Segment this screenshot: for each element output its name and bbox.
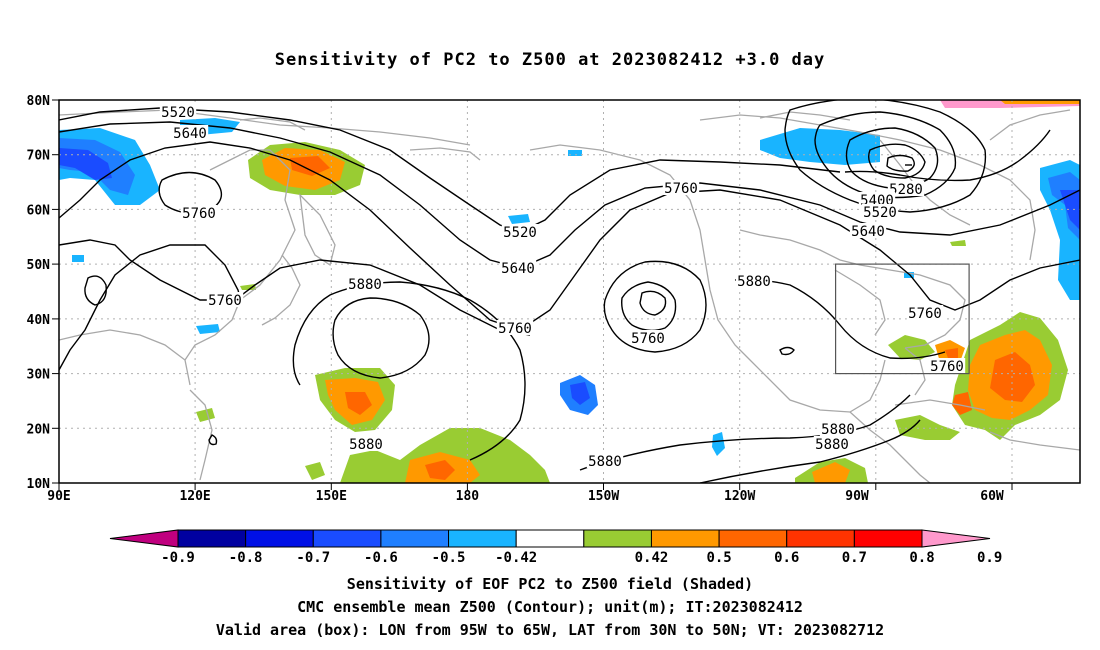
contour-label: 5760 [208,293,242,309]
contour-label: 5640 [501,261,535,277]
lon-tick: 120W [724,489,755,504]
contour-label: 5760 [930,359,964,375]
contour-label-bg [849,223,887,238]
contour-label: 5640 [173,126,207,142]
colorbar-label: -0.5 [432,550,466,566]
contour-label-bg [171,125,209,140]
lon-tick: 90W [845,489,869,504]
contour-label-bg [906,305,944,320]
colorbar-label: -0.8 [229,550,263,566]
lat-tick: 40N [27,313,51,328]
caption-line-1: Sensitivity of EOF PC2 to Z500 field (Sh… [346,575,754,593]
contour-label: 5880 [348,277,382,293]
contour-label: 5880 [588,454,622,470]
colorbar-swatch [515,529,585,548]
colorbar-swatch [312,529,382,548]
contour-label: 5880 [737,274,771,290]
contour-label-bg [819,421,857,436]
contour-label-bg [159,104,197,119]
lat-tick: 30N [27,368,51,383]
lon-tick: 180 [456,489,480,504]
colorbar-swatch [853,529,923,548]
contour-label: 5520 [161,105,195,121]
lat-tick: 80N [27,94,51,109]
contour-label-layer: 5520 5640 5760 5760 5520 5640 5760 5880 5760 5760… [159,104,966,470]
latitude-axis: 80N 70N 60N 50N 40N 30N 20N 10N [27,94,51,492]
contour-label-bg [499,260,537,275]
contour-label: 5760 [908,306,942,322]
contour-label: 5760 [498,321,532,337]
colorbar-label: 0.9 [977,550,1002,566]
lon-tick: 150W [588,489,619,504]
contour-label-bg [887,181,925,196]
colorbar-label: 0.6 [774,550,799,566]
contour-label-bg [347,436,385,451]
colorbar-label: -0.42 [495,550,537,566]
contour-label-bg [861,204,899,219]
contour-label-bg [501,224,539,239]
colorbar-swatch [650,529,720,548]
contour-label: 5520 [863,205,897,221]
colorbar: -0.9 -0.8 -0.7 -0.6 -0.5 -0.42 0.42 0.5 0.6 0.7 0.… [109,529,1002,566]
colorbar-swatch [245,529,314,548]
lat-tick: 50N [27,258,51,273]
colorbar-label: 0.42 [635,550,669,566]
contour-label-bg [629,330,667,345]
contour-label: 5880 [821,422,855,438]
lat-tick: 60N [27,203,51,218]
colorbar-label: -0.9 [161,550,195,566]
contour-label-bg [346,276,384,291]
contour-label-bg [928,358,966,373]
map-frame [58,99,1081,484]
contour-label: 5760 [664,181,698,197]
contour-label: 5640 [851,224,885,240]
colorbar-label: -0.6 [364,550,398,566]
contour-label-bg [813,436,851,451]
graticule [59,100,1080,483]
lon-tick: 120E [179,489,210,504]
contour-label: 5760 [182,206,216,222]
lat-tick: 10N [27,477,51,492]
contour-label: 5880 [815,437,849,453]
longitude-axis: 90E 120E 150E 180 150W 120W 90W 60W [47,489,1004,504]
contour-label-bg [662,180,700,195]
lat-tick: 20N [27,422,51,437]
colorbar-swatch [786,529,855,548]
colorbar-swatch [177,529,247,548]
contour-label-bg [206,292,244,307]
contour-label-bg [858,192,896,207]
colorbar-label: 0.7 [842,550,867,566]
lat-tick: 70N [27,149,51,164]
colorbar-label: -0.7 [296,550,330,566]
lon-tick: 60W [980,489,1004,504]
colorbar-label: 0.8 [909,550,934,566]
colorbar-swatch [583,529,652,548]
contour-label: 5280 [889,182,923,198]
lon-tick: 150E [316,489,347,504]
colorbar-swatch [718,529,788,548]
colorbar-swatch [380,529,450,548]
colorbar-swatch [448,529,517,548]
colorbar-low-arrow [109,529,179,548]
caption-line-2: CMC ensemble mean Z500 (Contour); unit(m… [297,598,803,616]
lon-tick: 90E [47,489,70,504]
contour-label-bg [586,453,624,468]
axis-ticks [52,99,1013,490]
contour-label-bg [180,205,218,220]
colorbar-high-arrow [921,529,991,548]
contour-label: 5880 [349,437,383,453]
contour-label-bg [735,273,773,288]
caption-line-3: Valid area (box): LON from 95W to 65W, L… [215,621,885,639]
colorbar-label: 0.5 [706,550,731,566]
contour-label-bg [496,320,534,335]
map-title: Sensitivity of PC2 to Z500 at 2023082412… [274,50,826,70]
contour-label: 5520 [503,225,537,241]
contour-label: 5760 [631,331,665,347]
valid-area-box [834,263,970,375]
